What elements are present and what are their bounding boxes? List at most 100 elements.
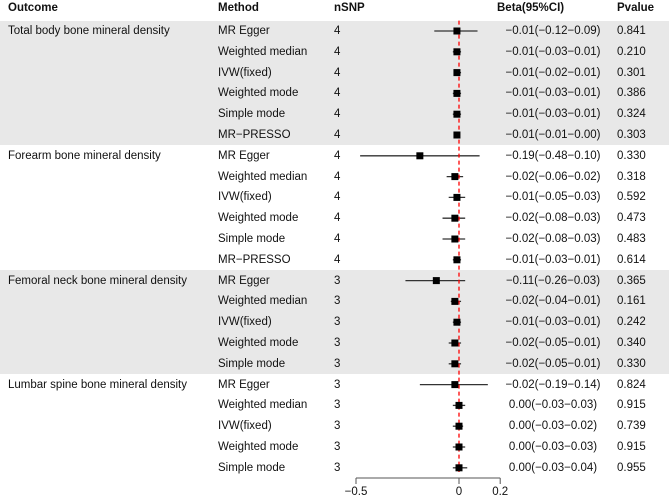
cell-beta-text: 0.00(−0.03−0.04) (508, 461, 598, 474)
cell-method: IVW(fixed) (218, 66, 272, 79)
point-marker (453, 193, 461, 201)
cell-method: Weighted mode (218, 212, 299, 225)
x-tick-label: 0 (456, 486, 462, 498)
cell-outcome: Lumbar spine bone mineral density (8, 378, 187, 391)
cell-pvalue: 0.483 (617, 233, 646, 245)
cell-method: MR Egger (218, 274, 270, 287)
cell-nsnp: 4 (334, 129, 341, 141)
cell-method: Weighted mode (218, 87, 299, 100)
point-marker (451, 381, 459, 389)
cell-nsnp: 4 (334, 45, 341, 58)
cell-method: IVW(fixed) (218, 420, 272, 433)
point-marker (453, 89, 461, 97)
point-marker (451, 235, 459, 243)
cell-beta-text: −0.01(−0.03−0.01) (505, 316, 601, 329)
cell-method: Weighted mode (218, 441, 299, 453)
cell-nsnp: 4 (334, 191, 341, 204)
point-marker (455, 464, 463, 472)
x-tick-label: −0.5 (345, 486, 368, 498)
cell-pvalue: 0.161 (617, 295, 646, 308)
cell-beta-text: 0.00(−0.03−0.03) (508, 399, 598, 412)
cell-beta-text: −0.01(−0.02−0.01) (505, 66, 601, 79)
cell-pvalue: 0.841 (617, 25, 646, 37)
cell-pvalue: 0.614 (617, 253, 646, 266)
cell-method: MR−PRESSO (218, 129, 291, 141)
cell-nsnp: 3 (334, 461, 341, 474)
cell-method: Simple mode (218, 357, 286, 370)
cell-beta-text: −0.02(−0.19−0.14) (505, 378, 601, 391)
cell-nsnp: 3 (334, 399, 341, 412)
cell-method: MR Egger (218, 25, 270, 37)
point-marker (451, 360, 459, 368)
cell-method: IVW(fixed) (218, 191, 272, 204)
point-marker (451, 214, 459, 222)
cell-pvalue: 0.340 (617, 337, 646, 349)
point-marker (416, 152, 424, 160)
cell-nsnp: 4 (334, 87, 341, 100)
point-marker (453, 69, 461, 77)
cell-method: Weighted median (218, 45, 308, 58)
cell-outcome: Forearm bone mineral density (8, 149, 161, 162)
cell-pvalue: 0.330 (617, 357, 646, 370)
cell-pvalue: 0.242 (617, 316, 646, 329)
cell-method: Weighted median (218, 295, 308, 308)
group-band (0, 270, 669, 375)
cell-pvalue: 0.303 (617, 129, 646, 141)
cell-pvalue: 0.324 (617, 108, 646, 121)
cell-pvalue: 0.301 (617, 66, 646, 79)
cell-method: MR Egger (218, 378, 270, 391)
x-tick-label: 0.2 (492, 486, 508, 498)
header-outcome: Outcome (8, 2, 58, 14)
cell-pvalue: 0.955 (617, 461, 646, 474)
cell-beta-text: −0.02(−0.06−0.02) (505, 170, 601, 183)
cell-beta-text: −0.01(−0.12−0.09) (505, 25, 601, 37)
point-marker (453, 256, 461, 264)
point-marker (455, 422, 463, 430)
point-marker (453, 110, 461, 118)
point-marker (455, 443, 463, 451)
cell-outcome: Femoral neck bone mineral density (8, 274, 187, 287)
cell-beta-text: −0.02(−0.08−0.03) (505, 212, 601, 225)
point-marker (453, 131, 461, 139)
cell-nsnp: 3 (334, 274, 341, 287)
cell-nsnp: 4 (334, 108, 341, 121)
point-marker (453, 48, 461, 56)
cell-nsnp: 3 (334, 357, 341, 370)
cell-beta-text: −0.01(−0.05−0.03) (505, 191, 601, 204)
group-band (0, 20, 669, 146)
cell-beta-text: −0.02(−0.08−0.03) (505, 233, 601, 245)
cell-pvalue: 0.365 (617, 274, 646, 287)
cell-pvalue: 0.318 (617, 170, 646, 183)
cell-method: Simple mode (218, 461, 286, 474)
cell-method: IVW(fixed) (218, 316, 272, 329)
cell-beta-text: −0.02(−0.05−0.01) (505, 357, 601, 370)
header-method: Method (218, 2, 259, 14)
cell-nsnp: 3 (334, 441, 341, 453)
cell-beta-text: 0.00(−0.03−0.03) (508, 441, 598, 453)
cell-method: Weighted mode (218, 337, 299, 349)
point-marker (451, 173, 459, 181)
cell-pvalue: 0.386 (617, 87, 646, 100)
cell-beta-text: −0.02(−0.04−0.01) (505, 295, 601, 308)
cell-method: Weighted median (218, 170, 308, 183)
cell-method: MR Egger (218, 149, 270, 162)
cell-beta-text: −0.02(−0.05−0.01) (505, 337, 601, 349)
cell-nsnp: 3 (334, 420, 341, 433)
cell-nsnp: 4 (334, 253, 341, 266)
point-marker (451, 339, 459, 347)
cell-nsnp: 3 (334, 316, 341, 329)
cell-beta-text: −0.01(−0.03−0.01) (505, 108, 601, 121)
cell-method: MR−PRESSO (218, 253, 291, 266)
cell-method: Simple mode (218, 108, 286, 121)
cell-beta-text: −0.01(−0.03−0.01) (505, 87, 601, 100)
cell-nsnp: 4 (334, 233, 341, 245)
point-marker (432, 277, 440, 285)
cell-pvalue: 0.915 (617, 399, 646, 412)
cell-beta-text: −0.11(−0.26−0.03) (505, 274, 601, 287)
cell-nsnp: 3 (334, 295, 341, 308)
cell-pvalue: 0.330 (617, 149, 646, 162)
cell-nsnp: 4 (334, 25, 341, 37)
cell-beta-text: −0.01(−0.03−0.01) (505, 253, 601, 266)
cell-nsnp: 4 (334, 212, 341, 225)
